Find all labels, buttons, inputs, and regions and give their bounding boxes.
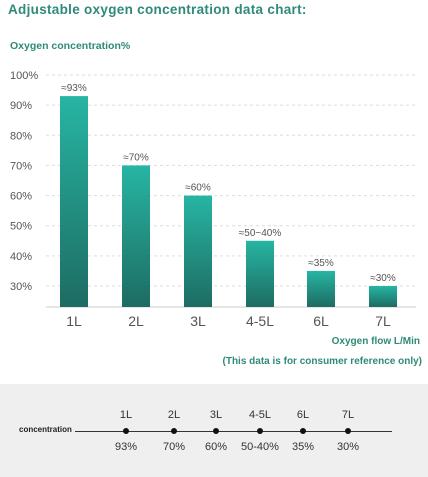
y-tick-label: 40% (10, 251, 32, 263)
data-label: ≈35% (308, 258, 334, 269)
timeline-dot (300, 428, 306, 434)
bar (184, 195, 212, 307)
y-tick-label: 60% (10, 191, 32, 203)
y-tick-label: 30% (10, 281, 32, 293)
bar (369, 286, 397, 307)
table-flow-value: 4-5L (248, 409, 272, 421)
table-flow-value: 3L (209, 409, 223, 421)
x-tick-label: 1L (66, 313, 82, 329)
data-label: ≈50~40% (239, 228, 282, 239)
reference-note: (This data is for consumer reference onl… (222, 356, 423, 367)
table-concentration-value: 30% (336, 441, 360, 453)
data-label: ≈30% (370, 273, 396, 284)
table-concentration-value: 70% (162, 441, 186, 453)
timeline-line (75, 431, 392, 432)
table-concentration-value: 60% (204, 441, 228, 453)
data-label: ≈93% (61, 83, 87, 94)
bar (60, 96, 88, 307)
bar (122, 165, 150, 307)
x-axis-label: Oxygen flow L/Min (331, 336, 420, 347)
data-labels: ≈93% ≈70% ≈60% ≈50~40% ≈35% ≈30% (61, 83, 396, 284)
table-flow-value: 1L (119, 409, 133, 421)
data-label: ≈70% (123, 152, 149, 163)
y-tick-label: 90% (10, 100, 32, 112)
y-tick-label: 80% (10, 130, 32, 142)
grid-lines (46, 74, 416, 308)
table-concentration-value: 35% (291, 441, 315, 453)
table-flow-value: 2L (167, 409, 181, 421)
y-axis: 30% 40% 50% 60% 70% 80% 90% 100% (10, 70, 38, 293)
x-axis: 1L 2L 3L 4-5L 6L 7L (66, 313, 391, 329)
x-tick-label: 6L (313, 313, 329, 329)
table-concentration-value: 93% (114, 441, 138, 453)
y-tick-label: 50% (10, 221, 32, 233)
timeline-dot (213, 428, 219, 434)
bar-chart: 30% 40% 50% 60% 70% 80% 90% 100% ≈93% ≈70% ≈60% ≈5… (10, 70, 416, 329)
table-flow-value: 6L (296, 409, 310, 421)
table-flow-value: 7L (341, 409, 355, 421)
bar (246, 240, 274, 307)
timeline-dot (345, 428, 351, 434)
x-tick-label: 3L (190, 313, 206, 329)
table-concentration-value: 50-40% (241, 441, 279, 453)
bars (60, 96, 397, 307)
timeline-dot (171, 428, 177, 434)
timeline-dot (257, 428, 263, 434)
bar (307, 270, 335, 307)
y-tick-label: 70% (10, 160, 32, 172)
x-tick-label: 4-5L (246, 313, 274, 329)
table-row-label: concentration (19, 425, 72, 434)
page-title: Adjustable oxygen concentration data cha… (8, 2, 307, 17)
y-axis-label: Oxygen concentration% (10, 40, 131, 52)
data-label: ≈60% (185, 183, 211, 194)
timeline-dot (123, 428, 129, 434)
concentration-table: concentration 1L 93% 2L 70% 3L 60% 4-5L … (0, 384, 428, 477)
y-tick-label: 100% (10, 70, 38, 82)
x-tick-label: 7L (375, 313, 391, 329)
x-tick-label: 2L (128, 313, 144, 329)
